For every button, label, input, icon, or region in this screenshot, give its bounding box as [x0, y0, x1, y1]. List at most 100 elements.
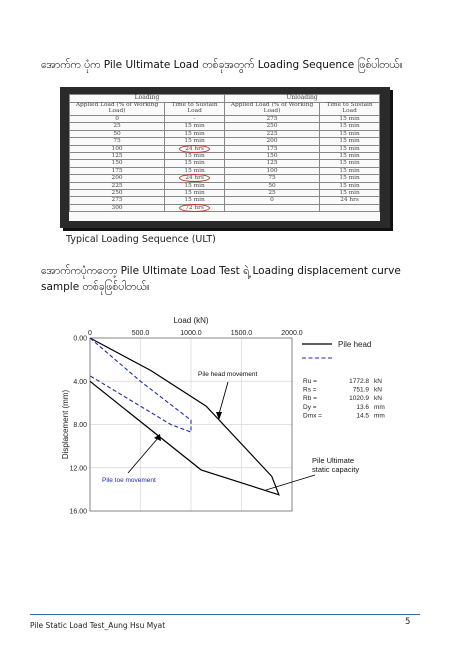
- table-cell: 15 min: [164, 189, 225, 198]
- table-cell: 15 min: [319, 152, 380, 161]
- circled-hold-time: 24 hrs: [179, 174, 210, 183]
- stat-value: 1020.9: [349, 395, 369, 402]
- table-cell: 200: [223, 137, 321, 146]
- stat-label: Rs =: [303, 387, 317, 394]
- table-cell: 175: [223, 144, 321, 154]
- displacement-chart: 0 500.0 1000.0 1500.0 2000.0 0.00 4.00 8.00 12.0…: [30, 310, 454, 536]
- series-line-pile-head: [89, 337, 280, 496]
- table-row: 25 15 min 250 15 min: [68, 122, 380, 131]
- table-row: 175 15 min 100 15 min: [68, 166, 380, 176]
- table-cell: 15 min: [319, 129, 380, 139]
- col-header: Time to Sustain Load: [319, 102, 380, 116]
- table-row: 275 15 min 0 24 hrs: [68, 196, 380, 205]
- annotation-pile-head-movement: Pile head movement: [198, 371, 257, 378]
- table-cell: 24 hrs: [164, 174, 225, 183]
- y-tick-label: 0.00: [73, 336, 87, 343]
- table-cell: 15 min: [164, 159, 225, 168]
- circled-hold-time: 24 hrs: [179, 144, 210, 153]
- table-cell: 275: [223, 114, 321, 124]
- x-tick-label: 0: [88, 330, 92, 337]
- table-cell: 25: [223, 189, 321, 198]
- table-row: 75 15 min 200 15 min: [68, 137, 380, 146]
- page-number: 5: [405, 617, 411, 627]
- table-cell: 15 min: [319, 174, 380, 183]
- annotation-arrowhead-toe: [154, 434, 161, 441]
- x-axis-label: Load (kN): [173, 316, 208, 325]
- table-row: 200 24 hrs 75 15 min: [68, 174, 380, 183]
- table-cell: 25: [68, 122, 166, 131]
- table-cell: 15 min: [319, 181, 380, 191]
- footer-divider: [30, 614, 420, 615]
- table-cell: 100: [223, 166, 321, 176]
- stat-value: 751.9: [353, 387, 370, 394]
- table-row: 0-275 15 min: [68, 114, 380, 124]
- annotation-arrow-capacity: [265, 474, 316, 491]
- table-cell: 125: [68, 152, 166, 161]
- stat-value: 1772.8: [349, 378, 369, 385]
- table-cell: 150: [68, 159, 166, 168]
- table-row: 100 24 hrs 175 15 min: [68, 144, 380, 154]
- series-line-pile-toe: [89, 337, 192, 433]
- table-cell: -: [164, 114, 225, 124]
- y-tick-label: 16.00: [69, 509, 87, 516]
- annotation-ultimate-capacity-line2: static capacity: [312, 465, 359, 474]
- stat-unit: mm: [374, 404, 385, 411]
- table-cell: 15 min: [319, 159, 380, 168]
- stat-label: Dy =: [303, 404, 317, 411]
- table-cell: 275: [68, 196, 166, 205]
- stat-label: Dmx =: [303, 412, 322, 419]
- table-cell: 75: [223, 174, 321, 183]
- table-row: 150 15 min 125 15 min: [68, 159, 380, 168]
- table-cell: [319, 203, 380, 213]
- loading-table-frame: Loading Unloading Applied Load (% of Wor…: [60, 87, 390, 228]
- stat-value: 14.5: [356, 412, 369, 419]
- table-cell: 100: [68, 144, 166, 154]
- table-cell: 175: [68, 166, 166, 176]
- table-cell: 50: [223, 181, 321, 191]
- table-cell: 15 min: [164, 122, 225, 131]
- table-cell: [223, 203, 321, 213]
- annotation-arrow-head: [218, 381, 229, 415]
- stat-unit: kN: [374, 387, 382, 394]
- table-cell: 300: [68, 203, 166, 213]
- table-cell: 15 min: [319, 189, 380, 198]
- stat-label: Rb =: [303, 395, 317, 402]
- legend-label-pile-head: Pile head: [338, 340, 371, 349]
- stat-label: Ru =: [303, 378, 317, 385]
- x-tick-label: 500.0: [132, 330, 150, 337]
- table-cell: 15 min: [164, 152, 225, 161]
- displacement-chart-svg: 0 500.0 1000.0 1500.0 2000.0 0.00 4.00 8.00 12.0…: [61, 316, 385, 516]
- col-header: Applied Load (% of Working Load): [68, 102, 166, 116]
- table-cell: 50: [68, 129, 166, 139]
- table-cell: 72 hrs: [164, 203, 225, 213]
- table-cell: 75: [68, 137, 166, 146]
- plot-frame: [89, 337, 293, 512]
- table-cell: 225: [68, 181, 166, 191]
- heading-loading-sequence: အောက်က ပုံက Pile Ultimate Load တစ်ခုအတွက…: [41, 59, 403, 71]
- table-cell: 15 min: [164, 137, 225, 146]
- table-cell: 250: [68, 189, 166, 198]
- table-row: 125 15 min 150 15 min: [68, 152, 380, 161]
- col-header: Time to Sustain Load: [164, 102, 225, 116]
- table-cell: 225: [223, 129, 321, 139]
- table-cell: 125: [223, 159, 321, 168]
- x-tick-label: 1500.0: [231, 330, 253, 337]
- heading-displacement-curve: အောက်ကပုံကတော့ Pile Ultimate Load Test ရ…: [41, 265, 401, 293]
- circled-hold-time: 72 hrs: [179, 203, 210, 212]
- table-row: 225 15 min 50 15 min: [68, 181, 380, 191]
- table-cell: 15 min: [319, 114, 380, 124]
- table-cell: 200: [68, 174, 166, 183]
- x-tick-label: 2000.0: [281, 330, 303, 337]
- table-cell: 15 min: [319, 144, 380, 154]
- y-tick-label: 8.00: [73, 422, 87, 429]
- table-row: 50 15 min 225 15 min: [68, 129, 380, 139]
- table-cell: 150: [223, 152, 321, 161]
- table-cell: 15 min: [164, 181, 225, 191]
- stat-unit: kN: [374, 395, 382, 402]
- table-cell: 24 hrs: [319, 196, 380, 205]
- annotation-pile-toe-movement: Pile toe movement: [102, 477, 156, 484]
- table-caption: Typical Loading Sequence (ULT): [66, 234, 216, 245]
- y-axis-label: Displacement (mm): [61, 389, 70, 459]
- x-tick-label: 1000.0: [180, 330, 202, 337]
- col-header: Applied Load (% of Working Load): [223, 102, 321, 116]
